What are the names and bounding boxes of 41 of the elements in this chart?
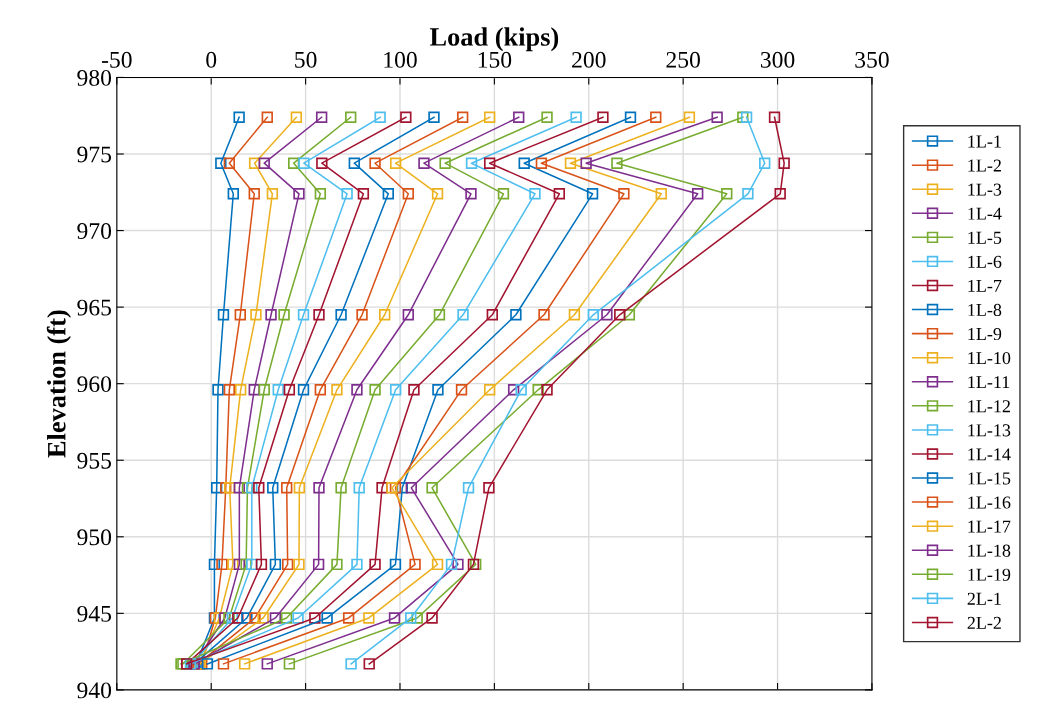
y-tick-label: 960 [77, 376, 112, 393]
legend-label: 1L-8 [968, 303, 1002, 317]
x-tick-label: 0 [206, 51, 217, 68]
x-tick-label: 300 [760, 51, 795, 68]
y-tick-label: 945 [77, 605, 112, 622]
legend-label: 1L-1 [968, 135, 1001, 148]
y-axis-title: Elevation (ft) [46, 310, 71, 458]
x-tick-label: 50 [295, 51, 317, 68]
legend-label: 1L-12 [968, 400, 1010, 413]
legend-label: 2L-2 [967, 616, 1001, 629]
y-tick-label: 955 [77, 452, 112, 469]
legend-label: 1L-5 [968, 231, 1002, 244]
legend-label: 1L-13 [968, 424, 1011, 437]
legend-label: 1L-7 [968, 279, 1002, 292]
legend-label: 1L-4 [968, 207, 1002, 220]
legend-label: 1L-16 [968, 496, 1011, 509]
legend-label: 1L-2 [968, 159, 1001, 172]
y-tick-label: 950 [77, 529, 112, 546]
legend-label: 1L-14 [968, 448, 1011, 461]
legend-label: 1L-17 [968, 520, 1011, 533]
y-tick-label: 980 [77, 69, 112, 86]
y-tick-label: 970 [77, 223, 112, 239]
legend-label: 1L-15 [968, 472, 1011, 485]
legend-label: 1L-11 [968, 376, 1010, 389]
legend-label: 1L-19 [968, 568, 1011, 581]
legend-label: 1L-6 [968, 255, 1002, 268]
y-tick-label: 965 [77, 299, 112, 316]
x-tick-label: 200 [572, 51, 606, 68]
legend-label: 1L-3 [968, 183, 1002, 196]
legend-label: 1L-18 [968, 544, 1011, 557]
x-tick-label: 150 [478, 51, 512, 68]
y-tick-label: 940 [77, 682, 112, 699]
x-tick-label: 350 [855, 51, 889, 68]
x-tick-label: -50 [101, 51, 132, 68]
x-tick-label: 100 [384, 51, 417, 68]
legend-label: 1L-10 [968, 352, 1011, 365]
y-tick-label: 975 [77, 146, 112, 163]
x-axis-title: Load (kips) [429, 27, 559, 52]
legend-label: 2L-1 [967, 592, 1001, 605]
x-tick-label: 250 [666, 51, 700, 68]
legend-label: 1L-9 [968, 327, 1002, 341]
